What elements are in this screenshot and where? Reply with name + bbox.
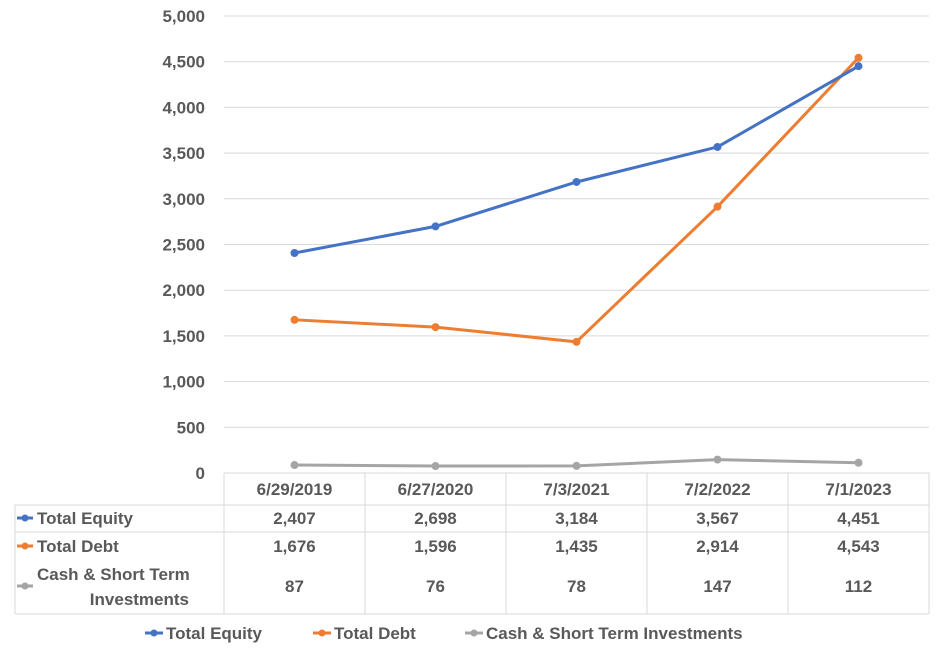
data-point <box>854 53 863 62</box>
data-point <box>290 249 299 258</box>
data-point <box>713 202 722 211</box>
y-tick-label: 1,000 <box>162 373 205 392</box>
table-cell: 4,543 <box>837 537 880 556</box>
table-cell: 3,184 <box>555 509 598 528</box>
table-cell: 2,914 <box>696 537 739 556</box>
data-point <box>854 62 863 71</box>
series-line-1 <box>294 56 860 344</box>
y-tick-label: 3,500 <box>162 144 205 163</box>
data-point <box>572 177 581 186</box>
table-row-label: Total Equity <box>37 509 134 528</box>
legend-key-marker <box>21 582 29 590</box>
table-cell: 3,567 <box>696 509 739 528</box>
legend-label: Total Debt <box>334 624 416 643</box>
y-tick-label: 0 <box>196 464 205 483</box>
table-cell: 2,698 <box>414 509 457 528</box>
data-point <box>713 142 722 151</box>
data-point <box>713 455 722 464</box>
y-tick-label: 2,000 <box>162 281 205 300</box>
x-category-label: 7/1/2023 <box>825 480 891 499</box>
legend-marker <box>150 629 158 637</box>
legend-label: Cash & Short Term Investments <box>486 624 743 643</box>
data-point <box>431 462 440 471</box>
table-cell: 87 <box>285 577 304 596</box>
y-tick-label: 2,500 <box>162 236 205 255</box>
table-row-label: Cash & Short Term <box>37 565 190 584</box>
x-category-label: 6/27/2020 <box>398 480 474 499</box>
series-line-0 <box>294 64 860 255</box>
y-tick-label: 4,500 <box>162 53 205 72</box>
y-tick-label: 4,000 <box>162 98 205 117</box>
y-tick-label: 1,500 <box>162 327 205 346</box>
table-cell: 78 <box>567 577 586 596</box>
table-cell: 1,435 <box>555 537 598 556</box>
y-tick-label: 500 <box>177 418 205 437</box>
y-tick-label: 5,000 <box>162 7 205 26</box>
data-point <box>854 458 863 467</box>
data-point <box>290 315 299 324</box>
data-point <box>431 323 440 332</box>
legend-marker <box>470 629 478 637</box>
table-cell: 147 <box>703 577 731 596</box>
data-point <box>572 461 581 470</box>
legend-label: Total Equity <box>166 624 263 643</box>
table-cell: 2,407 <box>273 509 316 528</box>
table-row-label: Total Debt <box>37 537 119 556</box>
table-cell: 112 <box>845 577 872 596</box>
y-tick-label: 3,000 <box>162 190 205 209</box>
legend-key-marker <box>21 514 29 522</box>
x-category-label: 6/29/2019 <box>257 480 333 499</box>
table-cell: 4,451 <box>837 509 880 528</box>
table-cell: 1,676 <box>273 537 316 556</box>
legend-marker <box>318 629 326 637</box>
x-category-label: 7/3/2021 <box>543 480 609 499</box>
table-cell: 76 <box>426 577 445 596</box>
table-cell: 1,596 <box>414 537 457 556</box>
table-row-label: Investments <box>90 590 189 609</box>
data-point <box>290 461 299 470</box>
data-point <box>572 337 581 346</box>
data-point <box>431 222 440 231</box>
x-category-label: 7/2/2022 <box>684 480 750 499</box>
legend-key-marker <box>21 542 29 550</box>
